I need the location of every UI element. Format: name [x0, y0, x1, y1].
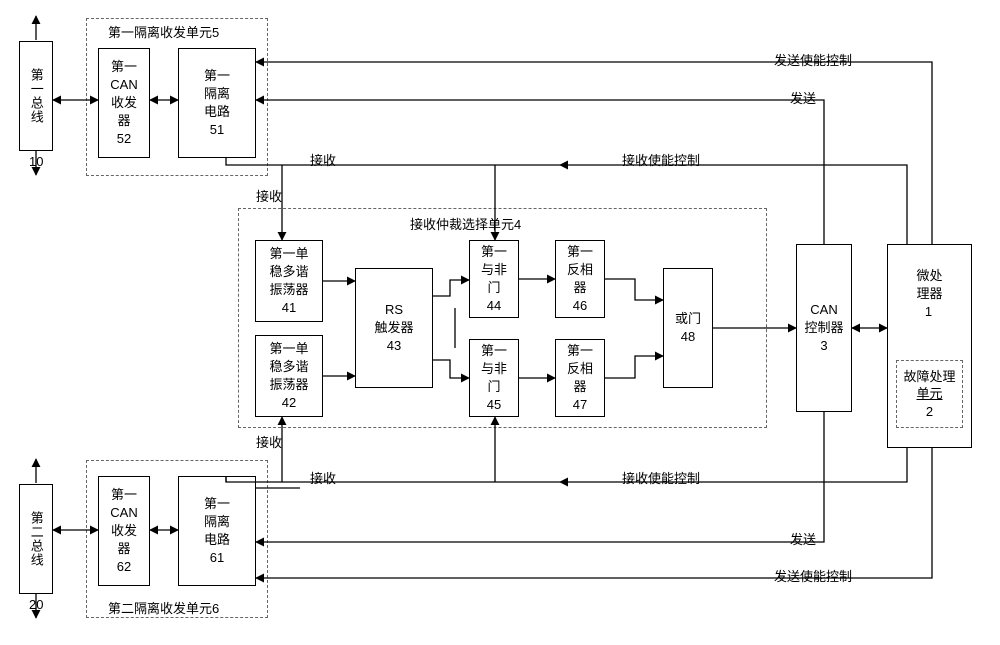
can-tx-52-l3: 收发: [111, 94, 137, 112]
lbl-tx-en-top: 发送使能控制: [772, 50, 854, 69]
iso-51-l3: 电路: [204, 103, 230, 121]
rs-43-l1: RS: [385, 301, 403, 319]
bus1-box: 第一总线: [19, 41, 53, 151]
can-tx-52-l1: 第一: [111, 58, 137, 76]
lbl-tx-bot: 发送: [788, 529, 818, 548]
nand-44-l3: 门: [487, 279, 500, 297]
can-tx-52-l4: 器: [117, 112, 130, 130]
or-48-num: 48: [681, 328, 695, 346]
mv-41: 第一单 稳多谐 振荡器 41: [255, 240, 323, 322]
nand-45-l3: 门: [487, 378, 500, 396]
fault-2-num: 2: [926, 403, 933, 421]
lbl-rx-42: 接收: [254, 432, 284, 451]
lbl-rx-bot: 接收: [308, 468, 338, 487]
can-ctrl-3: CAN 控制器 3: [796, 244, 852, 412]
bus1-label: 第一总线: [29, 68, 44, 124]
nand-44-l1: 第一: [481, 243, 507, 261]
lbl-tx-en-bot: 发送使能控制: [772, 566, 854, 585]
inv-46-l2: 反相: [567, 261, 593, 279]
inv-47-l1: 第一: [567, 342, 593, 360]
iso-51-l2: 隔离: [204, 85, 230, 103]
inv-46-num: 46: [573, 297, 587, 315]
iso-61-num: 61: [210, 549, 224, 567]
inv-47-num: 47: [573, 396, 587, 414]
can-tx-62: 第一 CAN 收发 器 62: [98, 476, 150, 586]
mv-41-num: 41: [282, 299, 296, 317]
iso-51-l1: 第一: [204, 67, 230, 85]
can-tx-62-num: 62: [117, 558, 131, 576]
iso-unit6-title: 第二隔离收发单元6: [108, 598, 219, 617]
can-tx-62-l3: 收发: [111, 522, 137, 540]
fault-2-l1: 故障处理: [903, 368, 955, 386]
diagram-canvas: 第一总线 10 第二总线 20 第一隔离收发单元5 第一 CAN 收发 器 52…: [0, 0, 1000, 645]
mv-42: 第一单 稳多谐 振荡器 42: [255, 335, 323, 417]
can-ctrl-3-num: 3: [820, 337, 827, 355]
nand-45-l2: 与非: [481, 360, 507, 378]
iso-51: 第一 隔离 电路 51: [178, 48, 256, 158]
rs-43: RS 触发器 43: [355, 268, 433, 388]
or-48-l1: 或门: [675, 310, 701, 328]
iso-61-l2: 隔离: [204, 513, 230, 531]
can-tx-62-l4: 器: [117, 540, 130, 558]
can-ctrl-3-l1: CAN: [810, 301, 837, 319]
mv-42-num: 42: [282, 394, 296, 412]
bus2-box: 第二总线: [19, 484, 53, 594]
can-tx-52: 第一 CAN 收发 器 52: [98, 48, 150, 158]
iso-61: 第一 隔离 电路 61: [178, 476, 256, 586]
nand-45-l1: 第一: [481, 342, 507, 360]
mv-42-l2: 稳多谐: [269, 358, 308, 376]
lbl-rx-en-top: 接收使能控制: [620, 150, 702, 169]
inv-47: 第一 反相 器 47: [555, 339, 605, 417]
can-tx-62-l2: CAN: [110, 504, 137, 522]
mv-42-l3: 振荡器: [269, 376, 308, 394]
bus2-label: 第二总线: [29, 511, 44, 567]
lbl-tx-top: 发送: [788, 88, 818, 107]
iso-61-l3: 电路: [204, 531, 230, 549]
fault-2: 故障处理 单元 2: [896, 360, 963, 428]
can-tx-62-l1: 第一: [111, 486, 137, 504]
arb-unit4-title: 接收仲裁选择单元4: [410, 214, 521, 233]
nand-45-num: 45: [487, 396, 501, 414]
iso-61-l1: 第一: [204, 495, 230, 513]
bus1-num: 10: [27, 154, 45, 169]
mv-42-l1: 第一单: [269, 340, 308, 358]
can-tx-52-num: 52: [117, 130, 131, 148]
nand-45: 第一 与非 门 45: [469, 339, 519, 417]
can-tx-52-l2: CAN: [110, 76, 137, 94]
inv-46-l1: 第一: [567, 243, 593, 261]
can-ctrl-3-l2: 控制器: [804, 319, 843, 337]
nand-44-l2: 与非: [481, 261, 507, 279]
rs-43-num: 43: [387, 337, 401, 355]
rs-43-l2: 触发器: [374, 319, 413, 337]
inv-47-l2: 反相: [567, 360, 593, 378]
lbl-rx-41: 接收: [254, 186, 284, 205]
inv-47-l3: 器: [573, 378, 586, 396]
bus2-num: 20: [27, 597, 45, 612]
inv-46: 第一 反相 器 46: [555, 240, 605, 318]
nand-44-num: 44: [487, 297, 501, 315]
mpu-1-num: 1: [925, 303, 934, 321]
iso-unit5-title: 第一隔离收发单元5: [108, 22, 219, 41]
iso-51-num: 51: [210, 121, 224, 139]
mv-41-l3: 振荡器: [269, 281, 308, 299]
or-48: 或门 48: [663, 268, 713, 388]
mpu-1-l2: 理器: [916, 285, 942, 303]
mv-41-l2: 稳多谐: [269, 263, 308, 281]
nand-44: 第一 与非 门 44: [469, 240, 519, 318]
lbl-rx-top: 接收: [308, 150, 338, 169]
mv-41-l1: 第一单: [269, 245, 308, 263]
inv-46-l3: 器: [573, 279, 586, 297]
lbl-rx-en-bot: 接收使能控制: [620, 468, 702, 487]
fault-2-l2: 单元: [916, 385, 942, 403]
mpu-1-l1: 微处: [916, 267, 942, 285]
